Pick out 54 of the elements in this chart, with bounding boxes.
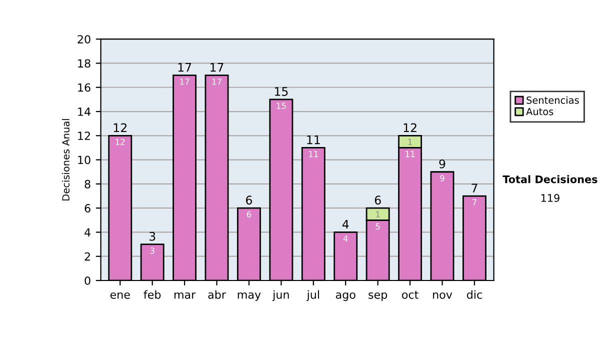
- total-label: 15: [274, 87, 288, 96]
- total-label: 11: [307, 135, 320, 144]
- y-tick-label: 20: [78, 35, 90, 44]
- text: Total Decisiones: [502, 175, 598, 184]
- data-label: 15: [276, 102, 286, 109]
- data-label: 17: [212, 78, 222, 85]
- y-tick-label: 12: [78, 132, 90, 140]
- y-tick-label: 10: [78, 156, 90, 164]
- data-label: 11: [309, 151, 318, 158]
- x-tick-label: ago: [336, 292, 356, 301]
- data-label: 5: [376, 223, 380, 230]
- x-tick-label: abr: [208, 290, 226, 299]
- y-tick-label: 0: [84, 276, 90, 285]
- total-label: 7: [472, 184, 478, 192]
- text: 119: [541, 194, 560, 202]
- x-tick-label: mar: [174, 292, 196, 299]
- data-label: 7: [472, 199, 476, 206]
- x-tick-label: dic: [466, 290, 482, 299]
- x-tick-label: feb: [144, 290, 161, 299]
- data-label: 3: [150, 247, 154, 254]
- total-label: 17: [178, 63, 192, 72]
- data-label: 17: [180, 78, 190, 85]
- data-label: 9: [440, 175, 444, 182]
- data-label: 1: [376, 211, 380, 218]
- x-tick-label: jul: [306, 290, 319, 301]
- legend-label: Autos: [526, 108, 554, 116]
- y-tick-label: 6: [84, 204, 90, 212]
- data-label: 12: [116, 138, 125, 146]
- legend-label: Sentencias: [526, 96, 579, 104]
- x-tick-label: nov: [433, 292, 452, 299]
- data-label: 1: [408, 138, 412, 146]
- total-label: 17: [210, 63, 224, 72]
- y-tick-label: 2: [84, 252, 90, 261]
- total-label: 12: [114, 123, 126, 132]
- x-tick-label: sep: [368, 292, 388, 301]
- total-label: 6: [374, 196, 381, 205]
- total-label: 12: [404, 123, 416, 132]
- y-axis-title: Decisiones Anual: [62, 119, 70, 200]
- x-tick-label: ene: [110, 292, 130, 299]
- y-tick-label: 18: [78, 59, 90, 68]
- y-tick-label: 4: [84, 228, 90, 236]
- total-label: 9: [439, 159, 446, 168]
- total-label: 4: [342, 220, 349, 229]
- total-label: 3: [149, 232, 156, 241]
- total-label: 6: [246, 196, 252, 205]
- data-label: 6: [246, 211, 252, 218]
- y-tick-label: 16: [78, 83, 90, 92]
- x-tick-label: oct: [402, 290, 418, 299]
- x-tick-label: jun: [272, 290, 289, 301]
- data-label: 11: [406, 151, 415, 158]
- y-tick-label: 14: [78, 108, 90, 116]
- x-tick-label: may: [238, 292, 261, 301]
- y-tick-label: 8: [84, 180, 90, 188]
- data-label: 4: [343, 235, 348, 242]
